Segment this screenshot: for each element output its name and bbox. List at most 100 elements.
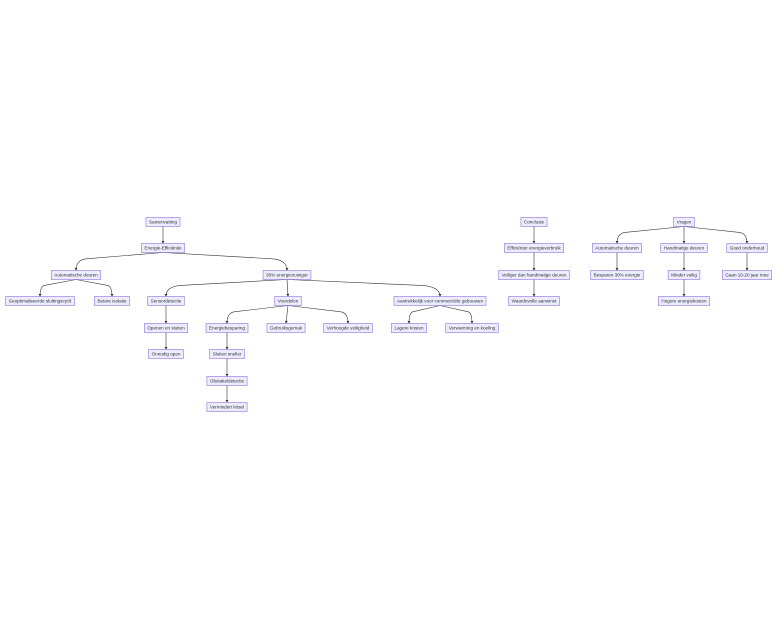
node-box	[393, 296, 487, 306]
node-hd: Handmatige deuren	[660, 243, 708, 253]
node-label: Handmatige deuren	[664, 246, 705, 251]
node-label: Openen en sluiten	[147, 326, 185, 331]
node-b30: Besparen 30% energie	[590, 270, 644, 280]
node-box	[721, 270, 773, 280]
node-sam: Samenvatting	[145, 217, 181, 227]
node-label: Gebruiksgemak	[270, 326, 303, 331]
node-box	[141, 243, 185, 253]
node-vr: Vragen	[673, 217, 695, 227]
node-acg: Aantrekkelijk voor commerciële gebouwen	[393, 296, 487, 306]
edge-vr-go	[683, 226, 749, 244]
node-ad2: Automatische deuren	[591, 243, 643, 253]
node-label: Automatische deuren	[595, 246, 639, 251]
node-label: Geoptimaliseerde sluitingscycli	[9, 299, 72, 304]
edge-ad1-bi	[75, 279, 114, 297]
node-con: Conclusie	[520, 217, 548, 227]
node-label: Vragen	[677, 220, 692, 225]
edge-ez-vd	[286, 279, 290, 297]
node-mv: Minder veilig	[667, 270, 701, 280]
node-box	[673, 217, 695, 227]
node-label: Samenvatting	[149, 220, 178, 225]
node-box	[144, 323, 188, 333]
node-label: Minder veilig	[671, 273, 697, 278]
node-box	[206, 376, 248, 386]
node-label: Energie-Efficiëntie	[144, 246, 182, 251]
edge-acg-vek	[439, 305, 474, 324]
node-oo: Onnodig open	[148, 349, 184, 359]
edge-ad1-gsc	[38, 279, 77, 297]
node-label: Voordelen	[278, 299, 299, 304]
node-vd: Voordelen	[274, 296, 302, 306]
edge-ez-acg	[286, 279, 442, 297]
node-label: Obstakeldetectie	[210, 379, 245, 384]
node-box	[148, 349, 184, 359]
node-label: Sluiten sneller	[213, 352, 242, 357]
node-box	[391, 323, 427, 333]
node-label: Vermindert letsel	[210, 405, 244, 410]
node-oes: Openen en sluiten	[144, 323, 188, 333]
node-label: Aantrekkelijk voor commerciële gebouwen	[397, 299, 483, 304]
edge-ez-sd	[164, 279, 288, 297]
node-box	[266, 323, 306, 333]
node-box	[445, 323, 499, 333]
node-label: Verhoogde veiligheid	[327, 326, 370, 331]
node-box	[94, 296, 130, 306]
node-label: Besparen 30% energie	[594, 273, 641, 278]
node-label: Efficiënter energieverbruik	[507, 246, 561, 251]
edge-vd-vv	[287, 305, 350, 324]
node-vhd: Veiliger dan handmatige deuren	[498, 270, 570, 280]
node-box	[508, 296, 560, 306]
node-box	[209, 349, 245, 359]
node-label: Onnodig open	[152, 352, 181, 357]
edge-vr-ad2	[615, 226, 685, 244]
node-box	[147, 296, 185, 306]
node-gsc: Geoptimaliseerde sluitingscycli	[5, 296, 75, 306]
node-label: Sensordetectie	[151, 299, 182, 304]
node-od: Obstakeldetectie	[206, 376, 248, 386]
node-sd: Sensordetectie	[147, 296, 185, 306]
node-box	[206, 402, 248, 412]
node-label: Betere isolatie	[97, 299, 127, 304]
node-box	[262, 270, 312, 280]
node-label: 30% energiezuiniger	[266, 273, 308, 278]
edge-vd-eb	[225, 305, 289, 324]
node-bi: Betere isolatie	[94, 296, 130, 306]
node-box	[520, 217, 548, 227]
node-ez: 30% energiezuiniger	[262, 270, 312, 280]
node-label: Veiliger dan handmatige deuren	[502, 273, 567, 278]
node-label: Verwarming en koeling	[449, 326, 496, 331]
edge-ee-ad1	[74, 252, 164, 271]
edge-ee-ez	[162, 252, 289, 271]
node-go: Goed onderhoud	[726, 243, 768, 253]
node-box	[5, 296, 75, 306]
node-eev: Efficiënter energieverbruik	[504, 243, 564, 253]
node-vl: Vermindert letsel	[206, 402, 248, 412]
node-box	[667, 270, 701, 280]
node-box	[660, 243, 708, 253]
node-box	[658, 296, 710, 306]
node-label: Conclusie	[524, 220, 545, 225]
node-g1020: Gaan 10-20 jaar mee	[721, 270, 773, 280]
node-wa: Waardevolle aanwinst	[508, 296, 560, 306]
node-box	[591, 243, 643, 253]
node-ad1: Automatische deuren	[50, 270, 102, 280]
node-label: Waardevolle aanwinst	[512, 299, 557, 304]
node-label: Energiebesparing	[209, 326, 245, 331]
node-vv: Verhoogde veiligheid	[323, 323, 373, 333]
node-box	[504, 243, 564, 253]
node-lk: Lagere kosten	[391, 323, 427, 333]
node-ss: Sluiten sneller	[209, 349, 245, 359]
node-eb: Energiebesparing	[205, 323, 249, 333]
node-box	[205, 323, 249, 333]
node-box	[726, 243, 768, 253]
node-label: Lagere kosten	[394, 326, 424, 331]
node-box	[498, 270, 570, 280]
node-box	[590, 270, 644, 280]
node-vek: Verwarming en koeling	[445, 323, 499, 333]
node-label: Goed onderhoud	[730, 246, 765, 251]
node-box	[274, 296, 302, 306]
node-label: Gaan 10-20 jaar mee	[725, 273, 769, 278]
node-box	[323, 323, 373, 333]
node-label: Automatische deuren	[54, 273, 98, 278]
